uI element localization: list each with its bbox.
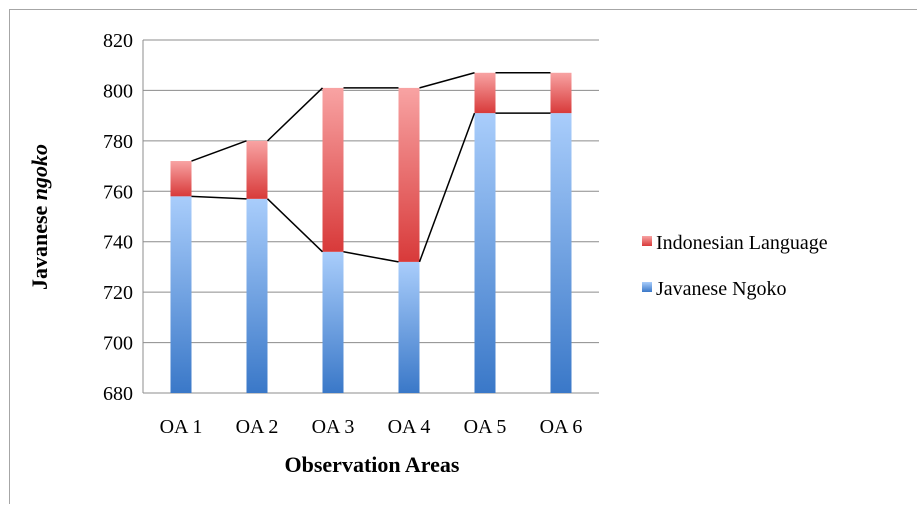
series-line-javanese-ngoko [191, 195, 247, 200]
gridlines [142, 39, 599, 394]
x-tick-label: OA 2 [236, 416, 279, 438]
bar-indonesian-language [322, 87, 344, 252]
legend-label-indonesian-language: Indonesian Language [656, 232, 828, 254]
x-tick-label: OA 3 [312, 416, 355, 438]
legend-swatch-javanese-ngoko [642, 282, 652, 292]
legend-swatch-indonesian-language [642, 236, 652, 246]
y-tick-label: 680 [103, 383, 133, 405]
bar-javanese-ngoko [170, 196, 192, 393]
bar-indonesian-language [398, 87, 420, 262]
y-tick-label: 800 [103, 80, 133, 102]
series-line-indonesian-language [266, 87, 324, 142]
x-tick-label: OA 1 [160, 416, 203, 438]
y-tick-label: 700 [103, 333, 133, 355]
y-axis-title: Javanese ngoko [27, 144, 52, 290]
bar-javanese-ngoko [246, 198, 268, 393]
bar-javanese-ngoko [474, 113, 496, 393]
bar-indonesian-language [474, 72, 496, 114]
x-tick-labels: OA 1 OA 2 OA 3 OA 4 OA 5 OA 6 [160, 416, 583, 438]
bar-indonesian-language [550, 72, 572, 114]
series-line-indonesian-language [419, 72, 475, 89]
series-line-javanese-ngoko [266, 198, 324, 253]
y-tick-label: 720 [103, 282, 133, 304]
series-line-javanese-ngoko [343, 251, 399, 263]
x-tick-label: OA 5 [464, 416, 507, 438]
chart-frame [9, 9, 917, 504]
series-line-indonesian-language [191, 140, 247, 162]
x-axis-title: Observation Areas [285, 452, 460, 477]
x-tick-label: OA 6 [540, 416, 583, 438]
bar-indonesian-language [246, 140, 268, 199]
bar-javanese-ngoko [550, 113, 572, 393]
bar-indonesian-language [170, 161, 192, 197]
y-tick-label: 820 [103, 30, 133, 52]
y-tick-label: 760 [103, 181, 133, 203]
x-tick-label: OA 4 [388, 416, 431, 438]
y-tick-label: 740 [103, 232, 133, 254]
series-lines [191, 72, 551, 263]
legend: Indonesian Language Javanese Ngoko [642, 232, 828, 300]
series-line-javanese-ngoko [418, 112, 476, 263]
legend-label-javanese-ngoko: Javanese Ngoko [656, 278, 787, 300]
y-tick-labels: 680 700 720 740 760 780 800 820 [103, 30, 133, 405]
bar-javanese-ngoko [398, 261, 420, 393]
bars [170, 72, 572, 393]
bar-javanese-ngoko [322, 251, 344, 393]
y-tick-label: 780 [103, 131, 133, 153]
